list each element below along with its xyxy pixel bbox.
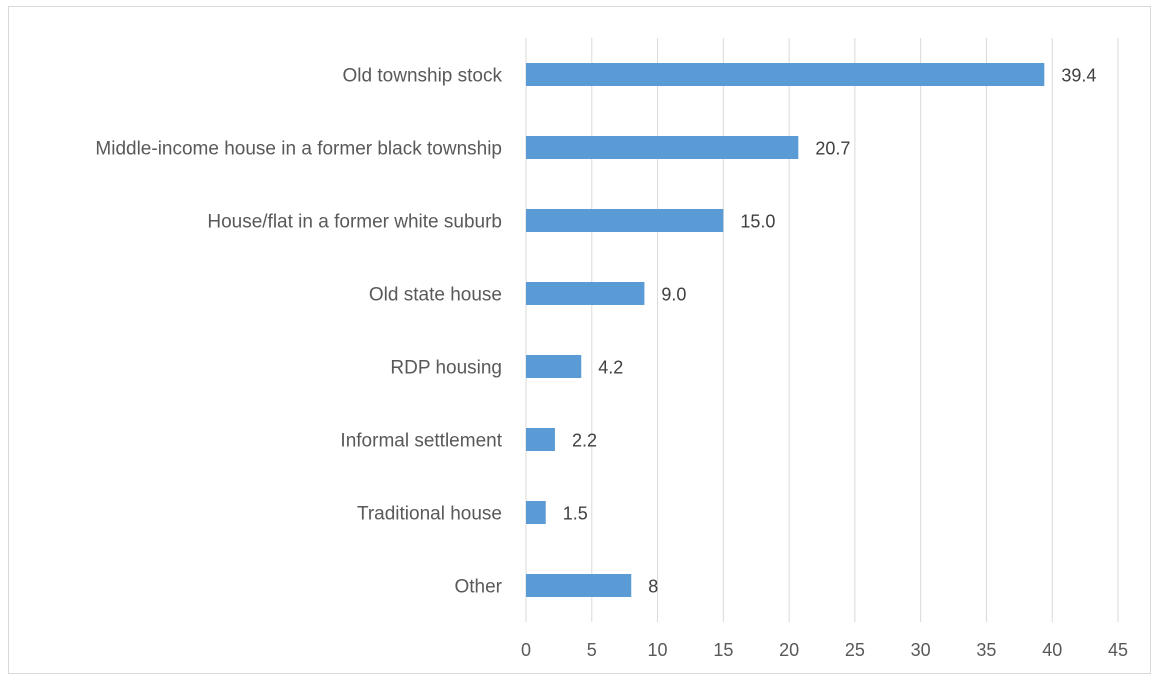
x-tick-label: 40 bbox=[1042, 640, 1062, 660]
data-label: 2.2 bbox=[572, 431, 597, 451]
category-label: Old township stock bbox=[343, 66, 503, 87]
bar bbox=[526, 428, 555, 451]
x-tick-label: 10 bbox=[648, 640, 668, 660]
x-tick-label: 15 bbox=[713, 640, 733, 660]
data-label: 4.2 bbox=[598, 358, 623, 378]
category-label: Other bbox=[454, 577, 502, 598]
category-label: RDP housing bbox=[390, 358, 502, 379]
labels: 0 5 10 15 20 25 30 35 40 45 Old township stock 39.4… bbox=[95, 66, 1128, 661]
x-tick-label: 45 bbox=[1108, 640, 1128, 660]
bar bbox=[526, 63, 1045, 86]
category-label: Traditional house bbox=[357, 504, 502, 525]
category-label: Old state house bbox=[369, 285, 502, 306]
data-label: 15.0 bbox=[740, 212, 775, 232]
bar bbox=[526, 136, 799, 159]
x-tick-label: 0 bbox=[521, 640, 531, 660]
category-label: Informal settlement bbox=[340, 431, 502, 452]
bar bbox=[526, 209, 724, 232]
x-tick-label: 5 bbox=[587, 640, 597, 660]
bar bbox=[526, 501, 546, 524]
x-tick-label: 20 bbox=[779, 640, 799, 660]
data-label: 1.5 bbox=[563, 504, 588, 524]
x-tick-label: 30 bbox=[911, 640, 931, 660]
bar bbox=[526, 355, 582, 378]
bar bbox=[526, 282, 645, 305]
category-label: Middle-income house in a former black to… bbox=[95, 139, 502, 160]
category-label: House/flat in a former white suburb bbox=[207, 212, 502, 233]
chart-frame bbox=[8, 6, 1151, 674]
bars bbox=[526, 63, 1045, 597]
grid-lines bbox=[525, 38, 1119, 622]
data-label: 20.7 bbox=[815, 139, 850, 159]
bar bbox=[526, 574, 632, 597]
data-label: 9.0 bbox=[661, 285, 686, 305]
x-tick-label: 35 bbox=[976, 640, 996, 660]
data-label: 8 bbox=[648, 577, 658, 597]
data-label: 39.4 bbox=[1061, 66, 1096, 86]
x-tick-label: 25 bbox=[845, 640, 865, 660]
